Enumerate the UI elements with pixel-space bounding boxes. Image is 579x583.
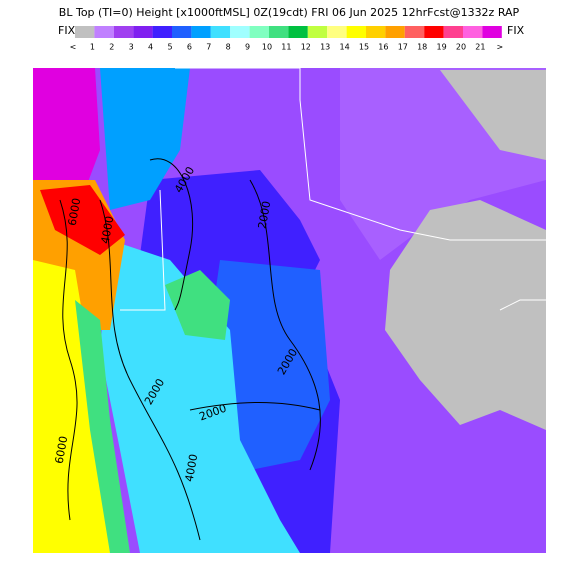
colorbar-label: 1 — [90, 43, 95, 52]
colorbar-swatch — [94, 26, 114, 38]
colorbar-label: 2 — [109, 43, 114, 52]
colorbar-label: 14 — [340, 43, 350, 52]
region — [100, 68, 190, 210]
colorbar: <1 2 3 4 5 6 7 8 9 10 11 12 13 14 15 16 17 18 19 20 21 > — [70, 26, 503, 52]
contour-line — [149, 158, 194, 311]
colorbar-label: 5 — [167, 43, 172, 52]
colorbar-swatch — [385, 26, 405, 38]
region — [440, 70, 546, 160]
contour-label: 4000 — [99, 215, 117, 245]
region — [165, 270, 230, 340]
colorbar-swatch — [366, 26, 386, 38]
colorbar-label: 13 — [320, 43, 330, 52]
colorbar-swatch — [327, 26, 347, 38]
contour-label: 4000 — [183, 453, 201, 483]
colorbar-label: < — [70, 43, 77, 52]
contour-line — [249, 179, 321, 471]
colorbar-label: 16 — [378, 43, 388, 52]
colorbar-swatch — [230, 26, 250, 38]
colorbar-swatch — [75, 26, 95, 38]
colorbar-swatch — [133, 26, 153, 38]
colorbar-label: 3 — [129, 43, 134, 52]
colorbar-swatch — [249, 26, 269, 38]
region — [75, 300, 130, 553]
colorbar-label: 12 — [301, 43, 311, 52]
contour-line — [99, 199, 201, 541]
region — [385, 200, 546, 430]
colorbar-swatch — [443, 26, 463, 38]
colorbar-label: 7 — [206, 43, 211, 52]
colorbar-swatch — [191, 26, 211, 38]
colorbar-swatch — [210, 26, 231, 38]
colorbar-label: 10 — [262, 43, 272, 52]
state-border — [499, 299, 546, 311]
colorbar-label: 11 — [281, 43, 291, 52]
contour-label: 2000 — [256, 200, 274, 230]
colorbar-swatch — [113, 26, 134, 38]
colorbar-swatch — [307, 26, 328, 38]
colorbar-label: 8 — [226, 43, 231, 52]
colorbar-swatch — [424, 26, 444, 38]
state-border — [120, 189, 166, 311]
contours — [59, 68, 546, 541]
map-fill — [33, 68, 546, 553]
contour-line — [189, 402, 321, 411]
contour-line — [59, 199, 78, 521]
colorbar-right-label: FIX — [507, 24, 525, 37]
colorbar-swatch — [346, 26, 366, 38]
colorbar-label: 4 — [148, 43, 153, 52]
colorbar-label: 19 — [437, 43, 447, 52]
state-border — [175, 68, 546, 241]
contour-label: 6000 — [53, 435, 71, 465]
colorbar-label: 6 — [187, 43, 192, 52]
region — [100, 240, 300, 553]
title: BL Top (TI=0) Height [x1000ftMSL] 0Z(19c… — [59, 6, 520, 19]
colorbar-left-label: FIX — [58, 24, 76, 37]
colorbar-swatch — [482, 26, 502, 38]
colorbar-label: 9 — [245, 43, 250, 52]
contour-label: 6000 — [66, 197, 84, 227]
colorbar-label: 15 — [359, 43, 369, 52]
colorbar-label: 21 — [475, 43, 485, 52]
colorbar-label: 20 — [456, 43, 466, 52]
colorbar-swatch — [152, 26, 172, 38]
colorbar-label: 17 — [398, 43, 408, 52]
region — [33, 68, 100, 190]
colorbar-swatch — [288, 26, 308, 38]
colorbar-label: 18 — [417, 43, 427, 52]
colorbar-swatch — [404, 26, 425, 38]
colorbar-swatch — [172, 26, 192, 38]
colorbar-swatch — [269, 26, 289, 38]
colorbar-swatch — [463, 26, 483, 38]
colorbar-label: > — [496, 43, 503, 52]
